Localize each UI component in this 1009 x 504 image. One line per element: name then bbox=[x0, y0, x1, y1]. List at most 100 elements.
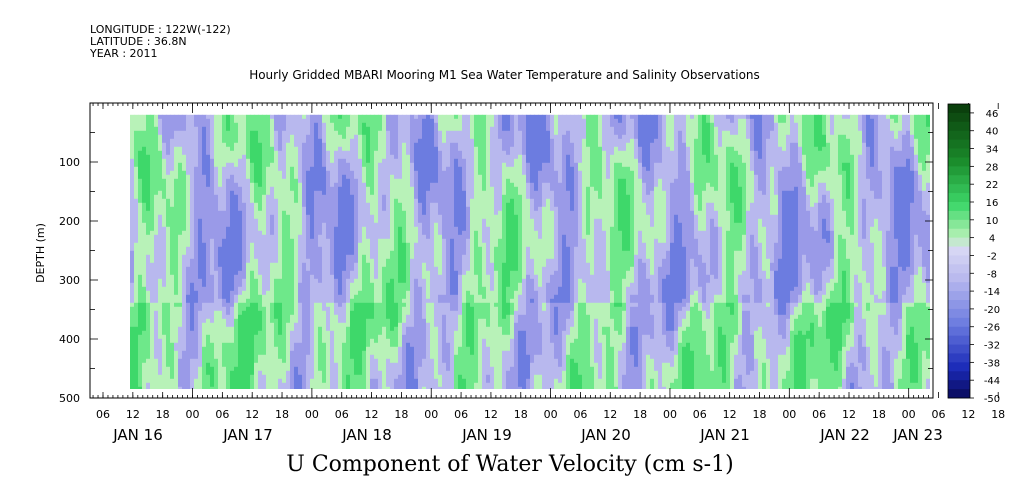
heatmap-cell bbox=[174, 170, 179, 176]
heatmap-cell bbox=[194, 146, 199, 152]
heatmap-cell bbox=[318, 230, 323, 236]
heatmap-cell bbox=[170, 158, 175, 164]
heatmap-cell bbox=[266, 338, 271, 344]
heatmap-cell bbox=[406, 378, 411, 384]
heatmap-cell bbox=[158, 262, 163, 268]
heatmap-cell bbox=[158, 118, 163, 124]
heatmap-cell bbox=[306, 198, 311, 204]
heatmap-cell bbox=[182, 130, 187, 136]
heatmap-cell bbox=[174, 378, 179, 384]
heatmap-cell bbox=[302, 326, 307, 332]
heatmap-cell bbox=[226, 182, 231, 188]
heatmap-cell bbox=[310, 310, 315, 316]
heatmap-cell bbox=[326, 210, 331, 216]
heatmap-cell bbox=[314, 354, 319, 360]
heatmap-cell bbox=[370, 310, 375, 316]
heatmap-cell bbox=[234, 270, 239, 276]
heatmap-cell bbox=[258, 302, 263, 308]
heatmap-cell bbox=[258, 366, 263, 372]
heatmap-cell bbox=[238, 330, 243, 336]
heatmap-cell bbox=[278, 230, 283, 236]
heatmap-cell bbox=[234, 242, 239, 248]
heatmap-cell bbox=[398, 206, 403, 212]
heatmap-cell bbox=[362, 150, 367, 156]
heatmap-cell bbox=[402, 146, 407, 152]
heatmap-cell bbox=[230, 122, 235, 128]
heatmap-cell bbox=[306, 266, 311, 272]
heatmap-cell bbox=[170, 322, 175, 328]
heatmap-cell bbox=[418, 190, 423, 196]
heatmap-cell bbox=[350, 366, 355, 372]
heatmap-cell bbox=[314, 282, 319, 288]
heatmap-cell bbox=[258, 330, 263, 336]
heatmap-cell bbox=[250, 334, 255, 340]
heatmap-cell bbox=[370, 198, 375, 204]
heatmap-cell bbox=[358, 126, 363, 132]
heatmap-cell bbox=[178, 202, 183, 208]
heatmap-cell bbox=[230, 146, 235, 152]
heatmap-cell bbox=[258, 182, 263, 188]
heatmap-cell bbox=[350, 314, 355, 320]
heatmap-cell bbox=[414, 122, 419, 128]
heatmap-cell bbox=[322, 278, 327, 284]
heatmap-cell bbox=[182, 342, 187, 348]
heatmap-cell bbox=[250, 258, 255, 264]
heatmap-cell bbox=[410, 322, 415, 328]
heatmap-cell bbox=[346, 134, 351, 140]
heatmap-cell bbox=[226, 226, 231, 232]
heatmap-cell bbox=[170, 150, 175, 156]
heatmap-cell bbox=[338, 182, 343, 188]
heatmap-cell bbox=[406, 206, 411, 212]
heatmap-cell bbox=[198, 150, 203, 156]
heatmap-cell bbox=[290, 170, 295, 176]
heatmap-cell bbox=[294, 222, 299, 228]
heatmap-cell bbox=[150, 170, 155, 176]
heatmap-cell bbox=[418, 154, 423, 160]
heatmap-cell bbox=[318, 318, 323, 324]
heatmap-cell bbox=[346, 262, 351, 268]
heatmap-cell bbox=[218, 334, 223, 340]
heatmap-cell bbox=[286, 286, 291, 292]
heatmap-cell bbox=[338, 358, 343, 364]
heatmap-cell bbox=[342, 162, 347, 168]
heatmap-cell bbox=[138, 306, 143, 312]
heatmap-cell bbox=[202, 362, 207, 368]
heatmap-cell bbox=[294, 334, 299, 340]
heatmap-cell bbox=[326, 122, 331, 128]
heatmap-cell bbox=[266, 378, 271, 384]
heatmap-cell bbox=[226, 322, 231, 328]
heatmap-cell bbox=[282, 142, 287, 148]
heatmap-cell bbox=[218, 310, 223, 316]
heatmap-cell bbox=[186, 322, 191, 328]
heatmap-cell bbox=[402, 350, 407, 356]
heatmap-cell bbox=[242, 358, 247, 364]
heatmap-cell bbox=[266, 298, 271, 304]
heatmap-cell bbox=[158, 142, 163, 148]
heatmap-cell bbox=[246, 150, 251, 156]
heatmap-cell bbox=[406, 242, 411, 248]
heatmap-cell bbox=[194, 254, 199, 260]
heatmap-cell bbox=[190, 326, 195, 332]
heatmap-cell bbox=[330, 370, 335, 376]
heatmap-cell bbox=[410, 210, 415, 216]
heatmap-cell bbox=[398, 114, 403, 120]
heatmap-cell bbox=[410, 154, 415, 160]
heatmap-cell bbox=[298, 274, 303, 280]
heatmap-cell bbox=[194, 366, 199, 372]
heatmap-cell bbox=[306, 234, 311, 240]
heatmap-cell bbox=[274, 162, 279, 168]
heatmap-cell bbox=[286, 250, 291, 256]
heatmap-cell bbox=[314, 322, 319, 328]
heatmap-cell bbox=[194, 154, 199, 160]
heatmap-cell bbox=[134, 290, 139, 296]
heatmap-cell bbox=[214, 170, 219, 176]
heatmap-cell bbox=[366, 350, 371, 356]
heatmap-cell bbox=[294, 182, 299, 188]
heatmap-cell bbox=[134, 254, 139, 260]
heatmap-cell bbox=[406, 374, 411, 380]
heatmap-cell bbox=[390, 374, 395, 380]
heatmap-cell bbox=[186, 386, 191, 389]
heatmap-cell bbox=[326, 138, 331, 144]
heatmap-cell bbox=[258, 346, 263, 352]
heatmap-cell bbox=[318, 166, 323, 172]
